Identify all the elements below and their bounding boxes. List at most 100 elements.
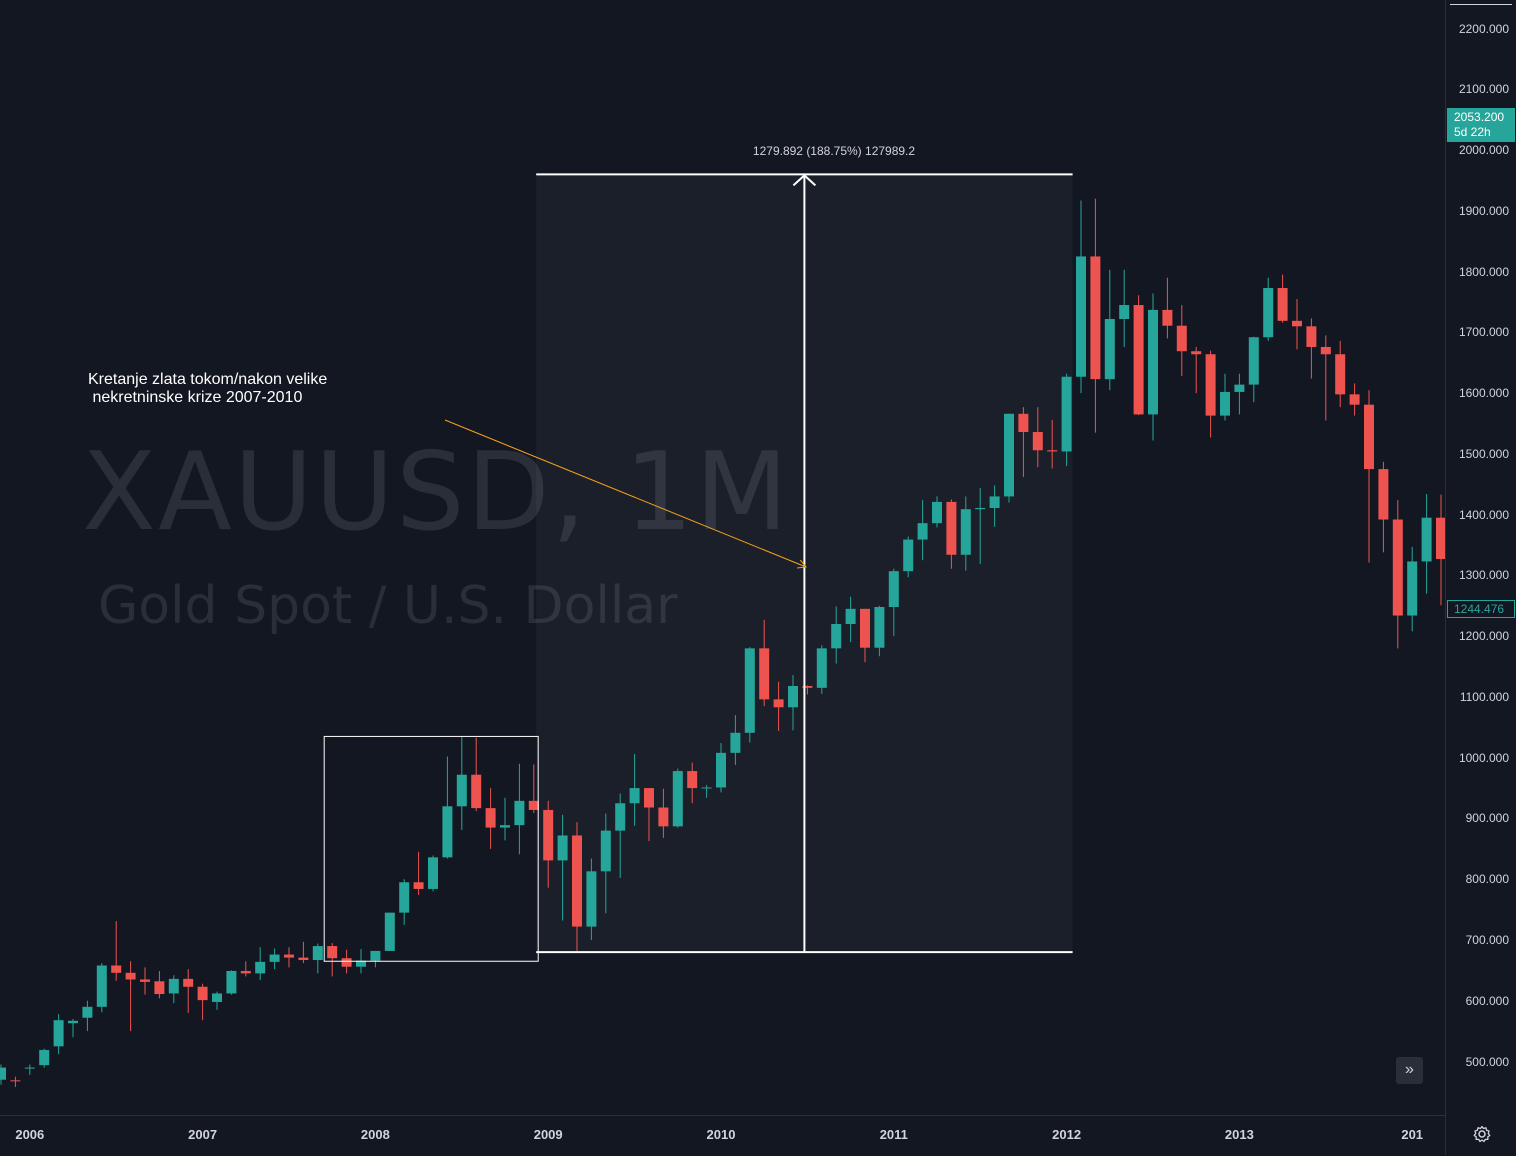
double-chevron-right-icon: »	[1405, 1061, 1414, 1078]
candle	[543, 800, 554, 888]
candle-body	[212, 993, 222, 1002]
candle	[1364, 390, 1374, 563]
candle	[759, 619, 770, 707]
candle-body	[1133, 305, 1144, 415]
chart-pane[interactable]: XAUUSD, 1M Gold Spot / U.S. Dollar Kreta…	[0, 0, 1445, 1115]
candle-body	[1306, 326, 1317, 347]
candle-body	[240, 970, 251, 974]
candle	[1004, 413, 1014, 503]
candle-body	[226, 970, 237, 994]
candle	[528, 764, 539, 813]
y-tick-label: 1100.000	[1459, 689, 1509, 704]
candle-body	[1061, 376, 1072, 452]
candle	[183, 969, 194, 1013]
candle-body	[370, 950, 381, 961]
candle	[197, 983, 208, 1021]
candle	[413, 851, 424, 896]
candle-body	[428, 857, 438, 889]
candle-body	[1234, 384, 1245, 392]
y-tick-label: 1700.000	[1458, 325, 1509, 340]
candle	[932, 496, 942, 528]
candle	[0, 1064, 6, 1085]
candle	[1133, 295, 1144, 416]
candle-body	[111, 965, 122, 973]
candle	[1392, 500, 1403, 649]
candle-body	[356, 960, 366, 967]
candle	[975, 487, 986, 564]
chart-canvas[interactable]	[0, 0, 1445, 1115]
candle	[888, 568, 899, 637]
candle-body	[730, 732, 741, 753]
candle-body	[53, 1020, 64, 1047]
candle-body	[284, 954, 294, 958]
candle	[658, 788, 669, 838]
candle-body	[644, 788, 654, 808]
candle-body	[125, 972, 136, 980]
y-tick-label: 1600.000	[1458, 386, 1509, 401]
candle	[1119, 269, 1130, 347]
candle	[312, 943, 323, 974]
candle	[1421, 494, 1432, 594]
candle-body	[269, 954, 280, 962]
candle	[744, 647, 755, 743]
candle	[82, 1000, 93, 1032]
current-price-badge: 2053.200 5d 22h	[1447, 107, 1515, 142]
candle-body	[1090, 256, 1101, 380]
candle-body	[557, 835, 568, 861]
candle-body	[572, 835, 582, 927]
candle	[226, 970, 237, 995]
candle-countdown: 5d 22h	[1454, 124, 1491, 139]
candle	[917, 500, 928, 561]
candle	[384, 912, 395, 951]
annotation-arrowhead	[797, 559, 807, 569]
x-tick-label: 2006	[15, 1127, 45, 1142]
y-tick-label: 600.000	[1465, 993, 1509, 1008]
candle	[154, 970, 165, 999]
candle	[269, 948, 280, 970]
y-tick-label: 1200.000	[1458, 629, 1509, 644]
candle-body	[1148, 309, 1158, 415]
watermark-symbol: XAUUSD, 1M	[82, 430, 791, 555]
x-tick-label: 2013	[1224, 1127, 1254, 1142]
candle	[845, 596, 856, 643]
candle	[989, 485, 1000, 527]
candle	[10, 1076, 21, 1088]
candle	[1248, 336, 1259, 403]
candle-body	[586, 871, 597, 927]
candle	[960, 496, 971, 571]
y-tick-label: 700.000	[1465, 932, 1509, 947]
scroll-to-realtime-button[interactable]: »	[1396, 1057, 1423, 1084]
annotation-arrow-line	[444, 419, 807, 568]
candle-body	[903, 539, 914, 572]
candle-body	[1263, 288, 1274, 338]
candle-body	[10, 1080, 21, 1082]
candle	[1320, 335, 1331, 421]
candle-body	[1076, 256, 1086, 377]
time-scale[interactable]: 2006 2007 2008 2009 2010 2011 2012 2013 201	[0, 1115, 1445, 1156]
x-tick-label: 2011	[879, 1127, 908, 1142]
candle-body	[1335, 354, 1346, 395]
x-tick-label: 2007	[188, 1127, 218, 1142]
candle-body	[1176, 325, 1187, 352]
candle	[730, 715, 741, 765]
candle-body	[442, 806, 453, 858]
candle	[644, 788, 654, 841]
candle-body	[860, 608, 870, 648]
crosshair-price-badge: 1244.476	[1447, 600, 1515, 619]
y-tick-label: 1900.000	[1458, 203, 1509, 218]
candle-body	[154, 981, 165, 995]
candle	[1277, 274, 1288, 323]
price-scale[interactable]: 2053.200 5d 22h 1244.476 2200.000 2100.00…	[1445, 0, 1516, 1155]
candle-body	[975, 507, 986, 510]
candle	[773, 681, 784, 731]
candle	[327, 943, 338, 977]
candle-body	[831, 624, 842, 649]
candle	[96, 963, 107, 1013]
annotation-text[interactable]: Kretanje zlata tokom/nakon velike nekret…	[88, 371, 328, 406]
candle-body	[1277, 288, 1288, 321]
candle	[168, 975, 179, 1004]
candle	[946, 499, 957, 569]
candle-body	[1320, 346, 1331, 355]
y-tick-label: 2000.000	[1458, 143, 1509, 158]
gear-icon[interactable]	[1472, 1124, 1492, 1144]
